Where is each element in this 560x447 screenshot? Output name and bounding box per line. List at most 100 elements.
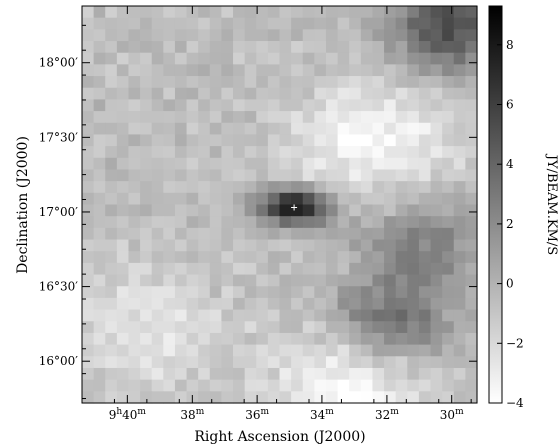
map-pixel [325,262,339,276]
map-pixel [418,64,432,77]
map-pixel [407,262,420,276]
map-pixel [372,146,385,159]
map-pixel [140,111,153,124]
map-pixel [302,181,315,194]
map-pixel [105,274,118,287]
map-pixel [116,169,130,182]
map-pixel [209,356,223,369]
map-pixel [372,321,385,334]
map-pixel [93,356,106,369]
map-pixel [186,286,199,299]
map-pixel [221,6,234,19]
map-pixel [209,309,223,322]
map-pixel [140,216,153,229]
map-pixel [418,262,432,276]
map-pixel [198,391,211,404]
map-pixel [93,239,106,252]
map-pixel [244,169,257,182]
map-pixel [128,227,141,241]
map-pixel [372,52,385,65]
map-pixel [198,157,211,171]
map-pixel [163,344,176,357]
map-pixel [209,332,223,346]
map-pixel [221,344,234,357]
map-pixel [267,6,281,19]
map-pixel [151,134,164,147]
map-pixel [82,367,95,381]
map-pixel [291,391,304,404]
map-pixel [105,216,118,229]
map-pixel [384,391,397,404]
map-pixel [418,169,432,182]
map-pixel [407,169,420,182]
map-pixel [337,262,350,276]
map-pixel [325,297,339,311]
map-pixel [465,17,478,30]
map-pixel [384,332,397,346]
map-pixel [244,134,257,147]
map-pixel [198,146,211,159]
map-pixel [407,181,420,194]
map-pixel [209,204,223,217]
map-pixel [418,204,432,217]
map-pixel [465,181,478,194]
map-pixel [279,41,292,54]
map-pixel [151,391,164,404]
map-pixel [267,122,281,136]
map-pixel [453,6,466,19]
map-pixel [407,297,420,311]
map-pixel [174,169,188,182]
map-pixel [325,99,339,112]
map-pixel [256,251,269,264]
map-pixel [279,87,292,101]
map-pixel [325,192,339,206]
map-pixel [116,216,130,229]
map-pixel [244,99,257,112]
map-pixel [360,17,374,30]
map-pixel [372,181,385,194]
map-pixel [291,309,304,322]
map-pixel [186,64,199,77]
map-pixel [151,181,164,194]
map-pixel [349,239,362,252]
colorbar-ticks: −4 −2 0 2 4 6 8 [497,38,524,410]
map-pixel [337,286,350,299]
map-pixel [302,192,315,206]
map-pixel [442,146,455,159]
map-pixel [244,321,257,334]
map-pixel [453,309,466,322]
x-axis-label: Right Ascension (J2000) [194,429,365,445]
map-pixel [163,332,176,346]
map-pixel [384,134,397,147]
map-pixel [372,216,385,229]
map-pixel [372,29,385,42]
map-pixel [209,146,223,159]
map-pixel [349,274,362,287]
map-pixel [267,356,281,369]
map-pixel [198,99,211,112]
map-pixel [244,344,257,357]
map-pixel [198,122,211,136]
map-pixel [395,344,408,357]
map-pixel [372,17,385,30]
map-pixel [395,274,408,287]
map-pixel [395,321,408,334]
map-pixel [384,29,397,42]
map-pixel [453,251,466,264]
map-pixel [233,239,246,252]
map-pixel [302,356,315,369]
map-pixel [267,64,281,77]
map-pixel [418,29,432,42]
map-pixel [360,344,374,357]
map-pixel [198,6,211,19]
map-pixel [430,134,443,147]
map-pixel [314,286,327,299]
map-pixel [407,321,420,334]
colorbar-tick-label: −4 [506,396,524,410]
map-pixel [174,379,188,392]
map-pixel [325,286,339,299]
map-pixel [151,367,164,381]
map-pixel [151,309,164,322]
map-pixel [233,227,246,241]
map-pixel [116,146,130,159]
